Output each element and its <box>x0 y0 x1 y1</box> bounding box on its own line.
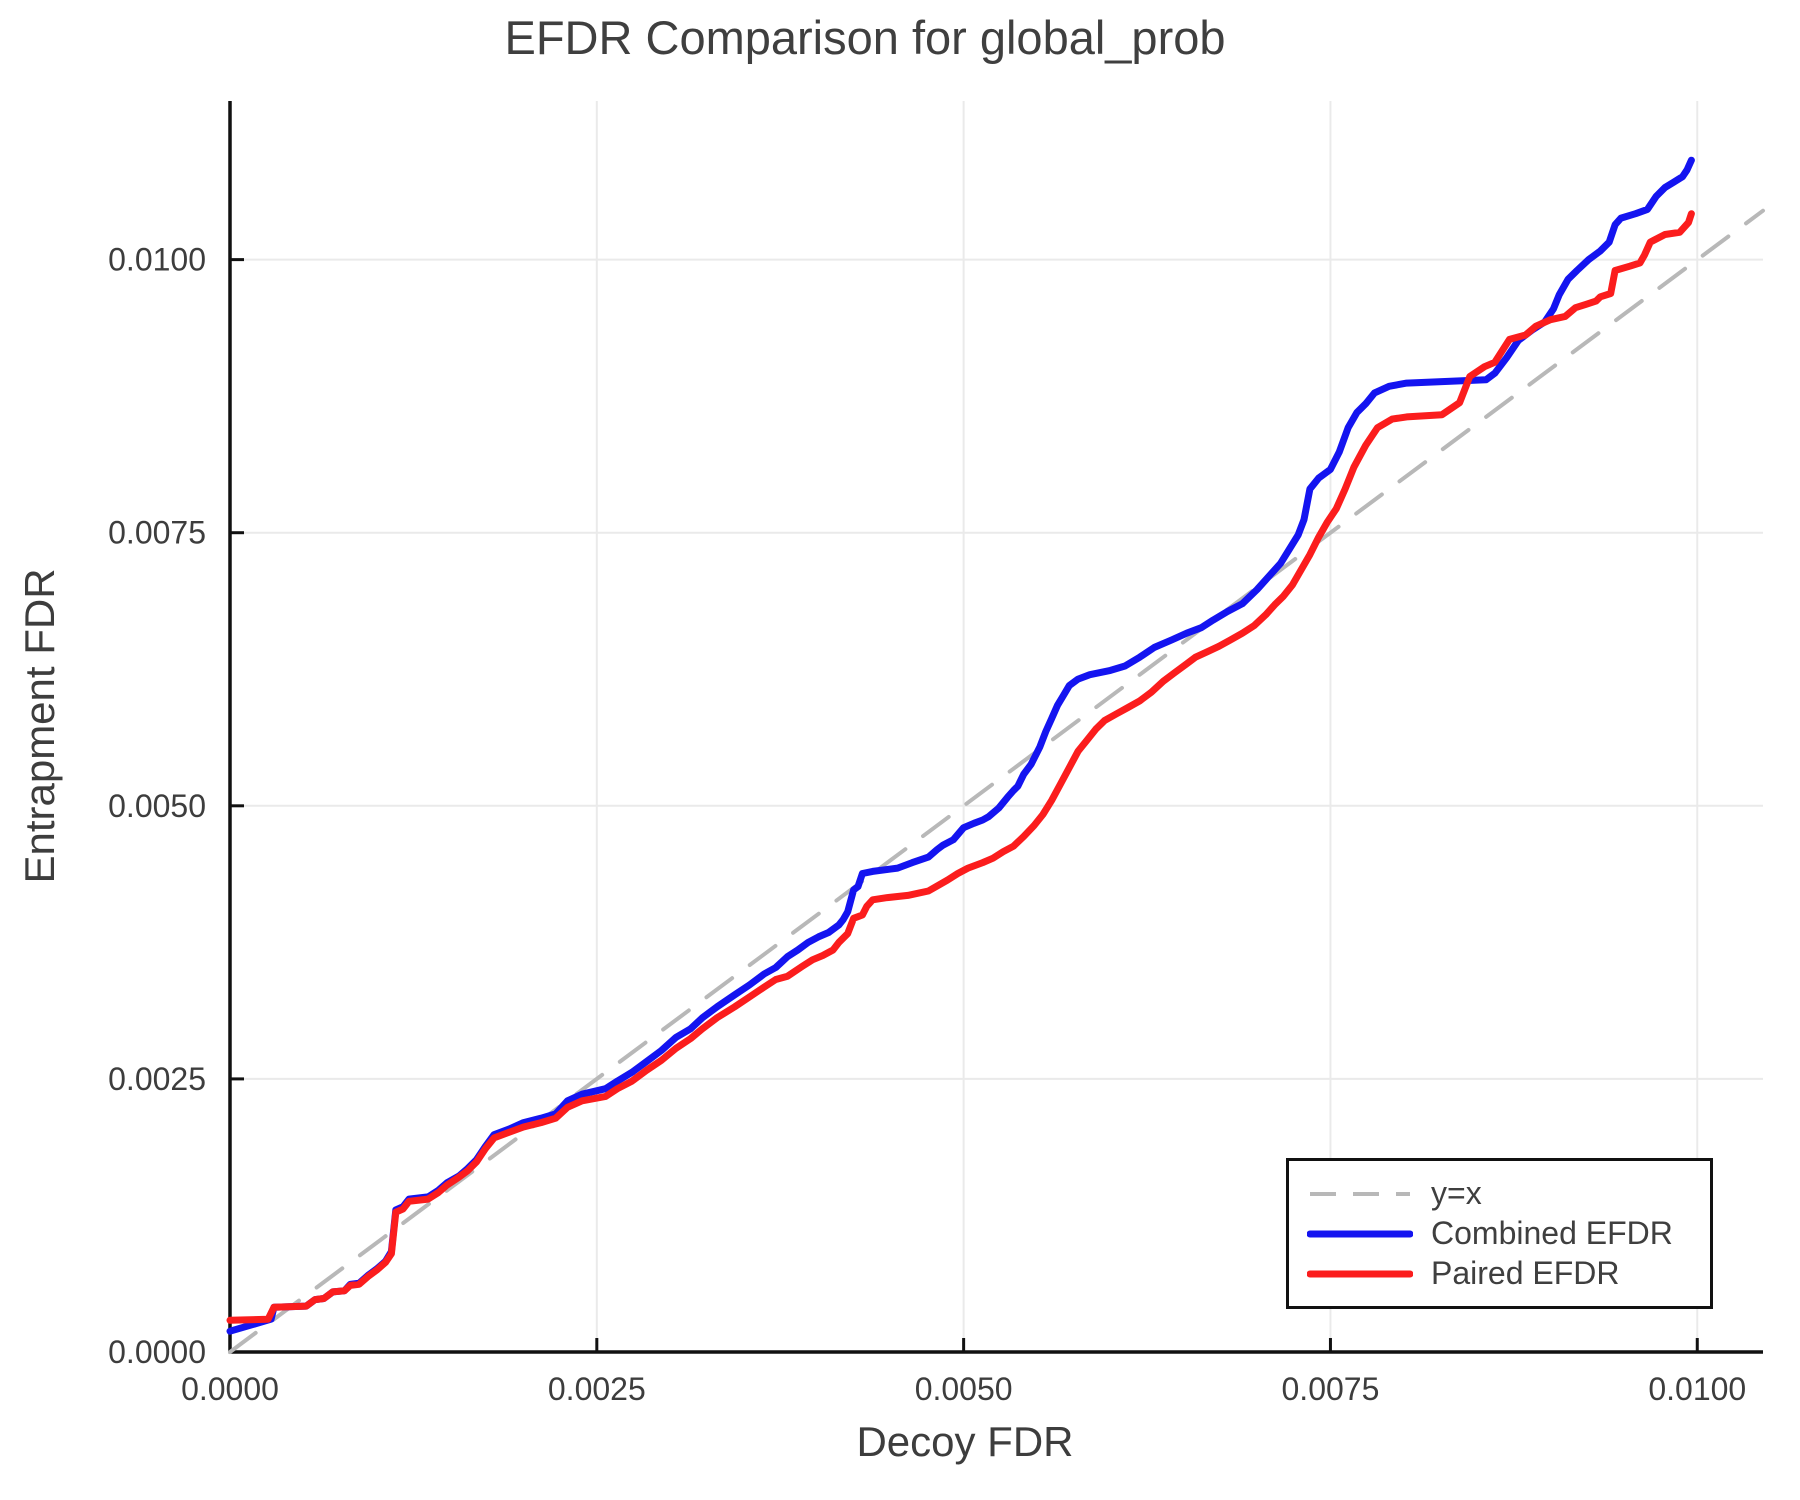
legend: y=x Combined EFDR Paired EFDR <box>1286 1158 1713 1309</box>
y-tick-label: 0.0100 <box>108 242 206 278</box>
y-tick-label: 0.0050 <box>108 788 206 824</box>
chart-title: EFDR Comparison for global_prob <box>504 11 1226 64</box>
legend-label-combined: Combined EFDR <box>1431 1215 1673 1251</box>
legend-label-identity: y=x <box>1431 1175 1482 1211</box>
x-tick-label: 0.0075 <box>1282 1371 1380 1407</box>
red-line-swatch-icon <box>1307 1270 1413 1277</box>
legend-item-paired-efdr: Paired EFDR <box>1307 1255 1710 1292</box>
paired-efdr-line <box>226 210 1695 1324</box>
dashed-line-swatch-icon <box>1310 1191 1410 1196</box>
x-tick-label: 0.0100 <box>1648 1371 1746 1407</box>
y-tick-label: 0.0075 <box>108 515 206 551</box>
x-axis-label: Decoy FDR <box>856 1418 1074 1465</box>
y-tick-label: 0.0000 <box>108 1334 206 1370</box>
x-tick-label: 0.0050 <box>915 1371 1013 1407</box>
y-tick-label: 0.0025 <box>108 1061 206 1097</box>
legend-label-paired: Paired EFDR <box>1431 1255 1620 1291</box>
combined-efdr-line <box>226 156 1695 1335</box>
x-tick-label: 0.0000 <box>181 1371 279 1407</box>
x-tick-label: 0.0025 <box>548 1371 646 1407</box>
blue-line-swatch-icon <box>1307 1230 1413 1237</box>
legend-item-combined-efdr: Combined EFDR <box>1307 1215 1710 1252</box>
identity-line <box>228 208 1765 1354</box>
legend-item-identity-line: y=x <box>1307 1175 1710 1212</box>
